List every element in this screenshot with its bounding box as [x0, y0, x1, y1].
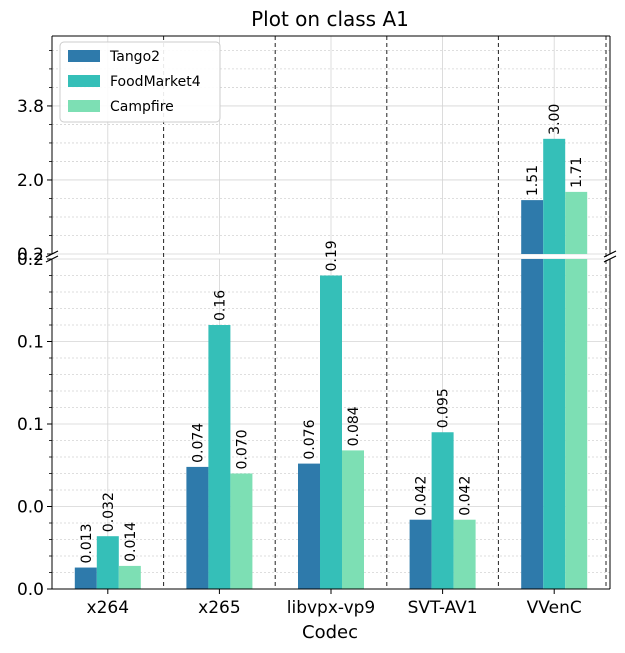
data-label: 0.070: [234, 429, 250, 469]
data-label: 1.51: [525, 165, 541, 196]
x-tick-label: SVT-AV1: [408, 598, 478, 618]
legend-label: Tango2: [109, 49, 160, 65]
bar-tango2-x264: [74, 567, 97, 589]
data-label: 0.013: [79, 523, 95, 563]
bar-foodmarket4-x265: [208, 325, 231, 589]
y-tick-label: 0.0: [17, 580, 44, 600]
data-label: 0.076: [302, 419, 318, 459]
legend-swatch: [68, 50, 100, 62]
legend: Tango2 FoodMarket4 Campfire: [59, 41, 221, 123]
y-tick-label: 0.2: [17, 250, 44, 270]
x-tick-label: x265: [198, 598, 241, 618]
data-label: 0.032: [101, 492, 117, 532]
x-tick-label: VVenC: [527, 598, 582, 618]
bars: [74, 138, 588, 589]
group-separators: [163, 36, 607, 589]
y-tick-label: 0.1: [17, 415, 44, 435]
bar-campfire-libvpx-vp9: [342, 450, 364, 589]
bar-foodmarket4-libvpx-vp9: [320, 275, 342, 589]
data-label: 0.074: [190, 423, 206, 463]
data-label: 1.71: [569, 157, 585, 188]
data-label: 3.00: [547, 104, 563, 135]
bar-campfire-vvenc: [565, 259, 588, 589]
legend-label: Campfire: [110, 99, 174, 115]
bar-tango2-svt-av1: [409, 519, 432, 589]
axes: 0.0 0.0 0.1 0.1 0.20.2 2.0 3.8 x264 x265 libvpx-v…: [17, 35, 617, 618]
chart-title: Plot on class A1: [251, 7, 409, 31]
legend-swatch: [68, 100, 100, 112]
bar-campfire-x264: [118, 565, 141, 589]
data-label: 0.19: [324, 240, 340, 271]
bar-tango2-libvpx-vp9: [298, 463, 320, 589]
data-label: 0.042: [458, 476, 474, 516]
bar-campfire-x265: [230, 473, 253, 589]
axis-break-mark: [603, 250, 617, 258]
data-labels: 0.013 0.032 0.014 0.074 0.16 0.070 0.076 0.19 0.…: [79, 104, 585, 564]
bar-foodmarket4-vvenc: [543, 259, 566, 589]
bar-tango2-vvenc: [521, 259, 544, 589]
y-tick-label: 3.8: [17, 97, 44, 117]
bar-campfire-svt-av1: [453, 519, 476, 589]
bar-foodmarket4-x264: [96, 536, 119, 589]
bar-foodmarket4-svt-av1: [431, 432, 454, 589]
bar-upper-foodmarket4-vvenc: [543, 138, 566, 254]
axis-break-mark: [603, 255, 617, 263]
x-tick-label: libvpx-vp9: [287, 598, 376, 618]
y-tick-label: 2.0: [17, 171, 44, 191]
data-label: 0.014: [123, 522, 139, 562]
data-label: 0.095: [436, 388, 452, 428]
data-label: 0.042: [414, 476, 430, 516]
legend-label: FoodMarket4: [110, 74, 201, 90]
data-label: 0.16: [212, 290, 228, 321]
legend-swatch: [68, 75, 100, 87]
y-tick-label: 0.0: [17, 498, 44, 518]
bar-upper-campfire-vvenc: [565, 191, 588, 254]
bar-tango2-x265: [186, 466, 209, 589]
y-tick-label: 0.2: [17, 245, 44, 265]
x-axis-label: Codec: [302, 622, 358, 643]
x-tick-label: x264: [87, 598, 130, 618]
bar-upper-tango2-vvenc: [521, 200, 544, 254]
y-tick-label: 0.1: [17, 333, 44, 353]
data-label: 0.084: [346, 406, 362, 446]
